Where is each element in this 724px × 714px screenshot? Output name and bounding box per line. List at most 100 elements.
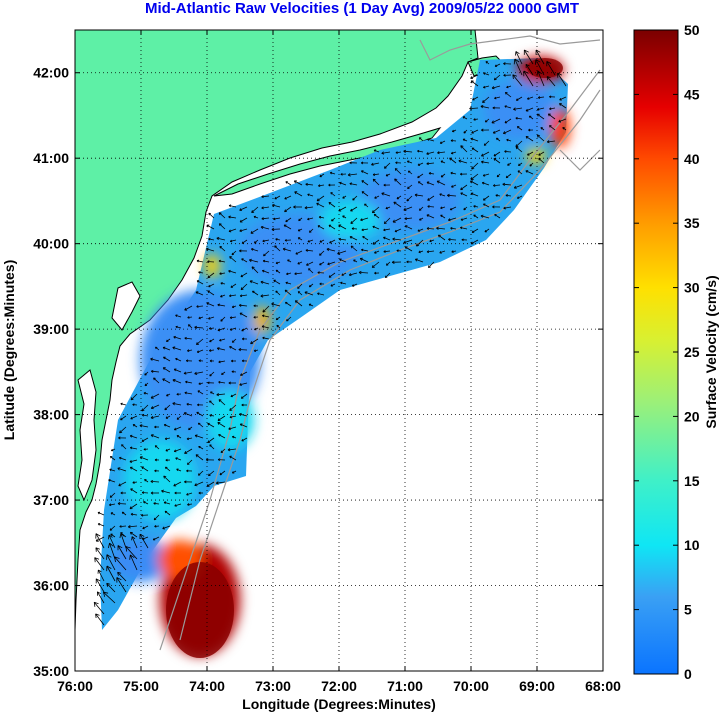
vector-arrowhead (229, 316, 233, 319)
vector-arrowhead (154, 445, 158, 448)
vector-arrow (131, 536, 138, 549)
vector-arrow (194, 326, 204, 329)
vector-arrowhead (220, 282, 223, 285)
vector-arrowhead (229, 407, 233, 411)
vector-arrow (121, 444, 127, 450)
vector-arrowhead (129, 434, 133, 438)
vector-arrow (305, 249, 314, 252)
vector-arrow (481, 161, 490, 164)
vector-arrow (373, 149, 380, 153)
vector-arrow (260, 226, 270, 230)
vector-arrowhead (472, 97, 475, 101)
vector-arrowhead (392, 237, 396, 241)
vector-arrowhead (238, 348, 242, 352)
vector-arrow (460, 192, 468, 197)
vector-arrowhead (95, 578, 101, 584)
vector-arrowhead (396, 196, 400, 200)
vector-arrow (294, 180, 303, 186)
vector-arrowhead (460, 145, 464, 149)
vector-arrow (557, 72, 567, 87)
vector-arrow (187, 459, 193, 465)
vector-arrowhead (162, 378, 166, 382)
vector-arrow (151, 404, 160, 409)
x-tick-label: 68:00 (585, 678, 621, 694)
vector-arrow (473, 214, 479, 219)
vector-arrow (372, 178, 380, 186)
vector-arrow (415, 258, 424, 263)
vector-arrow (108, 534, 116, 549)
vector-arrowhead (132, 403, 135, 407)
vector-arrowhead (427, 205, 430, 208)
vector-arrow (426, 151, 435, 155)
vector-arrowhead (207, 260, 210, 264)
vector-arrow (305, 183, 314, 186)
vector-arrowhead (529, 164, 532, 167)
vector-arrow (261, 325, 270, 329)
vector-arrow (523, 49, 534, 65)
vector-arrowhead (340, 281, 343, 285)
vector-arrow (362, 236, 369, 241)
vector-arrow (436, 180, 446, 186)
vector-arrow (440, 140, 446, 144)
vector-arrow (395, 151, 402, 154)
vector-arrowhead (120, 417, 123, 421)
vector-arrowhead (317, 292, 320, 296)
vector-arrowhead (540, 127, 543, 130)
vector-arrowhead (208, 237, 211, 241)
vector-arrowhead (349, 182, 353, 186)
vector-arrow (493, 151, 501, 157)
vector-arrowhead (273, 279, 276, 283)
vector-arrowhead (304, 206, 308, 210)
vector-arrowhead (440, 206, 443, 210)
vector-arrowhead (471, 147, 475, 151)
vector-arrowhead (350, 245, 354, 249)
vector-arrow (164, 510, 171, 516)
vector-arrowhead (283, 224, 287, 228)
vector-arrowhead (195, 291, 199, 295)
vector-arrow (207, 290, 215, 296)
vector-arrow (338, 224, 347, 230)
vector-arrow (517, 170, 523, 175)
vector-arrowhead (93, 601, 99, 607)
vector-arrowhead (484, 119, 488, 123)
vector-arrow (208, 283, 215, 288)
vector-arrowhead (517, 170, 521, 173)
vector-arrowhead (306, 263, 309, 266)
vector-arrowhead (188, 324, 191, 327)
vector-arrowhead (144, 383, 148, 387)
vector-arrowhead (319, 174, 322, 178)
vector-arrowhead (364, 203, 367, 207)
vector-arrowhead (120, 402, 123, 406)
vector-arrowhead (374, 251, 377, 254)
vector-arrow (254, 239, 259, 244)
vector-arrow (458, 160, 468, 164)
vector-arrow (361, 170, 369, 175)
vector-arrow (371, 261, 380, 268)
vector-arrow (162, 367, 171, 373)
vector-arrowhead (210, 391, 213, 394)
vector-arrowhead (219, 272, 222, 275)
vector-arrowhead (496, 137, 499, 141)
vector-arrow (284, 289, 292, 296)
vector-arrowhead (352, 198, 355, 201)
vector-arrowhead (239, 249, 242, 253)
vector-arrow (328, 202, 336, 208)
vector-arrow (371, 162, 380, 166)
vector-arrow (153, 377, 160, 384)
vector-arrowhead (253, 315, 256, 319)
vector-arrowhead (129, 446, 133, 450)
vector-arrowhead (557, 72, 562, 78)
vector-arrow (547, 140, 556, 143)
vector-arrowhead (515, 51, 520, 56)
vector-arrowhead (330, 284, 333, 287)
vector-arrow (472, 96, 479, 101)
vector-arrowhead (426, 162, 429, 166)
vector-arrow (426, 214, 435, 219)
vector-arrowhead (253, 304, 256, 308)
vector-arrowhead (183, 412, 187, 416)
vector-arrow (385, 272, 391, 278)
vector-arrowhead (97, 569, 102, 574)
vector-arrowhead (549, 95, 552, 99)
vector-arrowhead (183, 371, 187, 375)
